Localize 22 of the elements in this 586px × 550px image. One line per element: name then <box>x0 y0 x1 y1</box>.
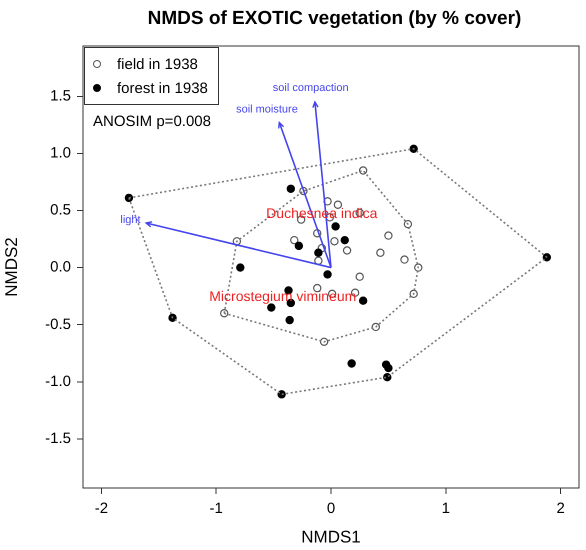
x-tick-label: 2 <box>556 500 565 518</box>
x-tick-label: 0 <box>326 500 336 518</box>
x-tick-label: 1 <box>442 500 450 518</box>
data-label: light <box>120 214 141 226</box>
y-tick-label: -0.5 <box>45 316 71 333</box>
legend-label: forest in 1938 <box>117 80 208 96</box>
x-tick-label: -2 <box>94 500 108 518</box>
annotation: ANOSIM p=0.008 <box>93 113 211 130</box>
data-label: soil compaction <box>272 82 349 94</box>
y-axis-title: NMDS2 <box>2 237 21 297</box>
y-tick-label: -1.5 <box>45 430 71 448</box>
chart-title: NMDS of EXOTIC vegetation (by % cover) <box>146 8 522 30</box>
y-tick-label: 1.0 <box>50 144 71 162</box>
data-label: soil moisture <box>236 103 298 116</box>
x-tick-label: -1 <box>210 500 223 518</box>
y-tick-label: 0.0 <box>50 258 71 276</box>
y-tick-label: 0.5 <box>50 202 71 219</box>
x-axis-title: NMDS1 <box>301 527 361 546</box>
y-tick-label: 1.5 <box>50 87 71 104</box>
annotation: Microstegium vimineum <box>209 288 356 304</box>
y-tick-label: -1.0 <box>45 372 71 390</box>
legend-label: field in 1938 <box>117 56 198 72</box>
